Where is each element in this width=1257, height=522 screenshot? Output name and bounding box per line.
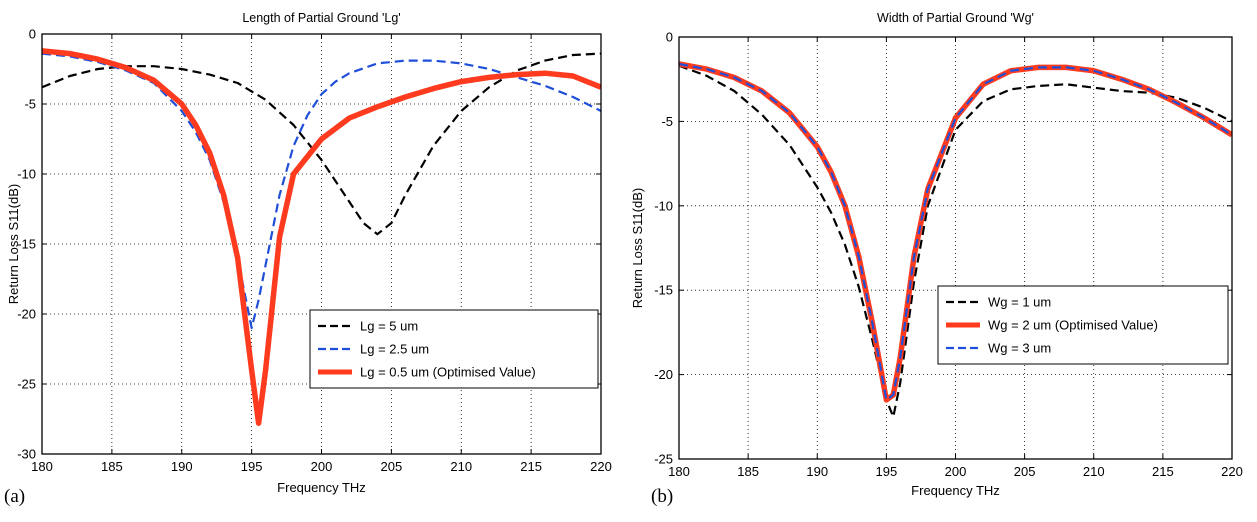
legend-box xyxy=(309,309,599,389)
y-axis-label: Return Loss S11(dB) xyxy=(6,184,21,304)
x-tick-label: 195 xyxy=(876,464,898,479)
y-tick-label: -15 xyxy=(654,283,673,298)
y-tick-label: -30 xyxy=(17,447,36,462)
legend-label: Lg = 5 um xyxy=(360,319,418,334)
panel-label: (a) xyxy=(4,486,25,507)
chart-panel-a: 180 185 190 195 200 205 210 215 220 0 -5 -10 -15 -20 -… xyxy=(4,11,612,507)
x-tick-label: 215 xyxy=(1152,464,1174,479)
x-axis-label: Frequency THz xyxy=(277,480,366,495)
legend-label: Wg = 1 um xyxy=(988,295,1051,310)
legend-label: Lg = 0.5 um (Optimised Value) xyxy=(360,365,536,380)
chart-title: Width of Partial Ground 'Wg' xyxy=(877,11,1034,25)
x-tick-label: 210 xyxy=(450,459,472,474)
x-tick-label: 195 xyxy=(241,459,263,474)
y-tick-label: -10 xyxy=(654,198,673,213)
x-tick-label: 200 xyxy=(945,464,967,479)
y-tick-label: -15 xyxy=(17,237,36,252)
y-tick-label: 0 xyxy=(29,27,36,42)
chart-panel-b: 180 185 190 195 200 205 210 215 220 0 -5 -10 -15 -20 -… xyxy=(630,11,1243,507)
y-tick-label: -10 xyxy=(17,167,36,182)
x-tick-label: 190 xyxy=(171,459,193,474)
panel-label: (b) xyxy=(651,486,673,507)
legend-label: Wg = 2 um (Optimised Value) xyxy=(988,318,1158,333)
series-line xyxy=(42,52,601,236)
y-tick-label: -20 xyxy=(654,367,673,382)
y-tick-label: -25 xyxy=(654,452,673,467)
y-tick-label: -5 xyxy=(24,97,36,112)
x-tick-label: 185 xyxy=(101,459,123,474)
chart-title: Length of Partial Ground 'Lg' xyxy=(242,11,400,25)
y-tick-label: -25 xyxy=(17,377,36,392)
legend-label: Lg = 2.5 um xyxy=(360,342,429,357)
legend-box xyxy=(937,285,1229,365)
x-tick-label: 180 xyxy=(668,464,690,479)
plot-area xyxy=(679,37,1232,459)
x-tick-label: 200 xyxy=(311,459,333,474)
x-tick-label: 180 xyxy=(31,459,53,474)
x-tick-label: 205 xyxy=(381,459,403,474)
y-axis-label: Return Loss S11(dB) xyxy=(630,188,645,308)
x-tick-label: 190 xyxy=(806,464,828,479)
x-tick-label: 220 xyxy=(590,459,612,474)
x-axis-label: Frequency THz xyxy=(911,483,1000,498)
series-line xyxy=(679,64,1232,418)
x-tick-label: 215 xyxy=(520,459,542,474)
x-tick-label: 205 xyxy=(1014,464,1036,479)
y-tick-label: -5 xyxy=(661,114,673,129)
y-tick-label: -20 xyxy=(17,307,36,322)
legend: Wg = 1 um Wg = 2 um (Optimised Value) Wg =… xyxy=(937,285,1229,365)
y-tick-label: 0 xyxy=(666,30,673,45)
legend-label: Wg = 3 um xyxy=(988,341,1051,356)
x-tick-label: 220 xyxy=(1221,464,1243,479)
series-line xyxy=(679,62,1232,402)
series-group xyxy=(679,61,1232,418)
series-line xyxy=(42,52,601,330)
legend: Lg = 5 um Lg = 2.5 um Lg = 0.5 um (Optimis… xyxy=(309,309,599,389)
series-group xyxy=(42,48,601,426)
series-line xyxy=(42,48,601,426)
x-tick-label: 210 xyxy=(1083,464,1105,479)
x-tick-label: 185 xyxy=(737,464,759,479)
